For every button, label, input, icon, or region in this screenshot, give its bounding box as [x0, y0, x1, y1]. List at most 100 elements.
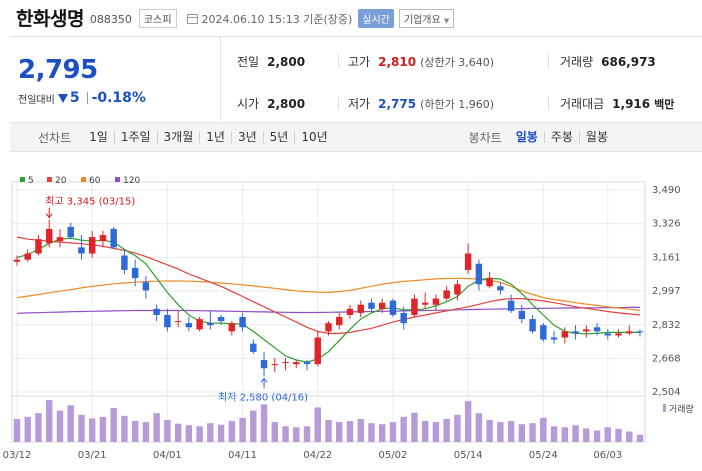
y-tick-label: 2,504 — [652, 387, 681, 398]
candle-body — [293, 362, 300, 365]
chart-legend: 5 20 60 120 — [20, 176, 140, 186]
candle-body — [486, 278, 493, 287]
period-3m[interactable]: 3개월 — [156, 131, 200, 143]
legend-label: 20 — [55, 176, 67, 186]
volume-bar — [540, 417, 547, 442]
change-row: 전일대비 5 -0.18% — [18, 90, 146, 106]
open-cell: 시가 2,800 — [237, 95, 305, 112]
tab-monthly[interactable]: 월봉 — [578, 131, 614, 143]
calendar-icon — [186, 13, 198, 24]
period-5y[interactable]: 5년 — [262, 131, 295, 143]
candle-body — [497, 286, 504, 291]
candle-body — [368, 302, 375, 309]
volume-bar — [357, 418, 364, 442]
amount-cell: 거래대금 1,916 백만 — [560, 95, 674, 112]
volume-bar — [604, 427, 611, 442]
candle-body — [314, 337, 321, 365]
quote-panel: 2,795 전일대비 5 -0.18% 전일 2,800 고가 2,810 (상… — [10, 36, 702, 121]
legend-label: 120 — [123, 176, 140, 186]
period-1d[interactable]: 1일 — [89, 130, 108, 144]
candle-body — [260, 360, 268, 369]
divider — [338, 96, 339, 110]
volume-bar — [475, 413, 483, 442]
volume-bar — [325, 420, 332, 442]
candle-body — [217, 317, 225, 322]
candle-body — [88, 237, 96, 254]
candlestick-chart[interactable]: 5 20 60 120 3,490 3,326 3,161 2,997 2,832 2,668 2… — [0, 170, 702, 470]
candle-body — [110, 228, 117, 248]
volume-bar — [615, 428, 622, 442]
candle-body — [196, 319, 203, 330]
period-1w[interactable]: 1주일 — [113, 131, 157, 143]
candle-body — [615, 333, 622, 336]
volume-bar — [293, 427, 300, 442]
volume-bar — [486, 420, 493, 442]
divider — [548, 54, 549, 68]
realtime-button[interactable]: 실시간 — [358, 9, 394, 28]
y-tick-label: 2,832 — [652, 320, 681, 331]
period-3y[interactable]: 3년 — [230, 131, 263, 143]
legend-label: 5 — [28, 176, 34, 186]
candle-body — [250, 343, 257, 352]
candle-body — [400, 312, 407, 324]
legend-swatch — [47, 177, 52, 182]
candle-body — [464, 253, 472, 270]
low-marker-arrow — [260, 377, 268, 383]
volume-bar — [121, 415, 128, 442]
moving-average-lines — [16, 236, 641, 363]
y-tick-label: 3,326 — [652, 219, 681, 230]
company-overview-dropdown[interactable]: 기업개요 ▼ — [398, 9, 455, 28]
volume-bar — [636, 434, 644, 442]
period-bar: 선차트 1일 1주일 3개월 1년 3년 5년 10년 봉차트 일봉 주봉 월봉 — [10, 122, 702, 152]
candle-body — [593, 327, 601, 332]
ma-line-20 — [16, 236, 641, 334]
volume-bar — [24, 416, 31, 442]
volume-bar — [88, 418, 96, 442]
volume-bar — [35, 413, 42, 442]
volume-bar — [507, 421, 515, 442]
change-percent: -0.18% — [91, 90, 146, 106]
prev-close-cell: 전일 2,800 — [237, 53, 305, 70]
candle-body — [164, 314, 171, 328]
candle-body — [228, 323, 236, 332]
period-10y[interactable]: 10년 — [294, 131, 333, 143]
legend-swatch — [115, 177, 120, 182]
candle-body — [336, 317, 343, 326]
volume-bar — [626, 431, 633, 442]
candle-body — [561, 331, 569, 338]
candle-body — [411, 298, 418, 315]
y-axis: 3,490 3,326 3,161 2,997 2,832 2,668 2,504 — [652, 185, 681, 398]
volume-bar — [56, 410, 64, 442]
tab-weekly[interactable]: 주봉 — [543, 131, 579, 143]
volume-bar — [153, 413, 160, 442]
low-label: 저가 — [348, 97, 371, 111]
candle-body — [443, 290, 450, 299]
volume-bar — [67, 405, 74, 442]
amount-value: 1,916 — [612, 97, 651, 111]
candle-body — [271, 364, 279, 366]
volume-bar — [443, 418, 450, 442]
low-cell: 저가 2,775 (하한가 1,960) — [348, 95, 494, 112]
ma-line-60 — [16, 277, 641, 312]
volume-bar — [529, 423, 536, 442]
volume-bar — [303, 426, 311, 442]
price-plot-frame — [11, 181, 646, 397]
candle-body — [357, 304, 364, 313]
tab-daily[interactable]: 일봉 — [515, 130, 538, 144]
x-tick-label: 06/03 — [593, 450, 622, 461]
y-tick-label: 2,997 — [652, 286, 681, 297]
candle-body — [121, 255, 128, 270]
high-annotation: 최고 3,345 (03/15) — [45, 196, 135, 208]
period-1y[interactable]: 1년 — [199, 131, 231, 143]
volume-bar — [336, 422, 343, 442]
volume-bar — [174, 423, 182, 442]
current-price: 2,795 — [18, 55, 98, 85]
candle-body — [507, 300, 515, 311]
stock-code: 088350 — [89, 12, 132, 26]
candle-body — [78, 247, 85, 254]
open-label: 시가 — [237, 97, 260, 111]
candle-body — [378, 302, 386, 309]
volume-bar — [518, 424, 526, 442]
volume-bar — [454, 414, 461, 442]
low-annotation: 최저 2,580 (04/16) — [218, 391, 308, 403]
